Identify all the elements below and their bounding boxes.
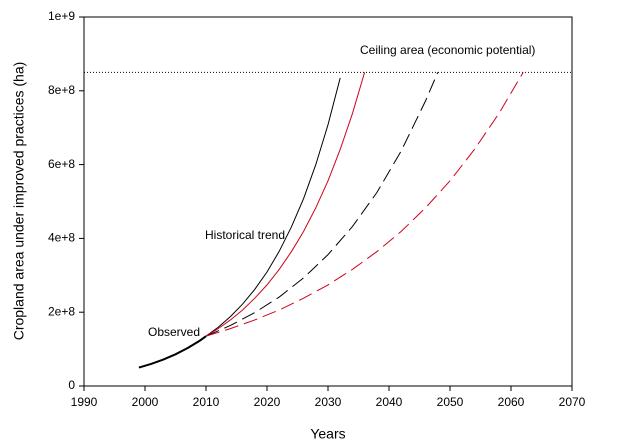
x-tick-label: 2070	[559, 395, 586, 409]
x-tick-label: 1990	[71, 395, 98, 409]
y-tick-label: 8e+8	[48, 83, 75, 97]
series-line	[205, 72, 366, 337]
x-tick-label: 2040	[376, 395, 403, 409]
y-tick-label: 2e+8	[48, 304, 75, 318]
series-line	[205, 72, 439, 337]
annotation: Historical trend	[205, 228, 285, 242]
y-tick-label: 6e+8	[48, 157, 75, 171]
series-line	[205, 77, 341, 337]
series-line	[138, 335, 207, 369]
x-axis-title: Years	[310, 426, 345, 442]
x-tick-label: 2000	[132, 395, 159, 409]
y-tick-label: 1e+9	[48, 9, 75, 23]
x-tick-label: 2060	[498, 395, 525, 409]
annotation: Ceiling area (economic potential)	[360, 43, 535, 57]
x-tick-label: 2010	[193, 395, 220, 409]
x-tick-label: 2030	[315, 395, 342, 409]
y-tick-label: 0	[68, 378, 75, 392]
series-line	[205, 72, 524, 337]
x-tick-label: 2020	[254, 395, 281, 409]
annotation: Observed	[148, 325, 200, 339]
y-axis-title: Cropland area under improved practices (…	[11, 62, 27, 341]
y-tick-label: 4e+8	[48, 231, 75, 245]
x-tick-label: 2050	[437, 395, 464, 409]
